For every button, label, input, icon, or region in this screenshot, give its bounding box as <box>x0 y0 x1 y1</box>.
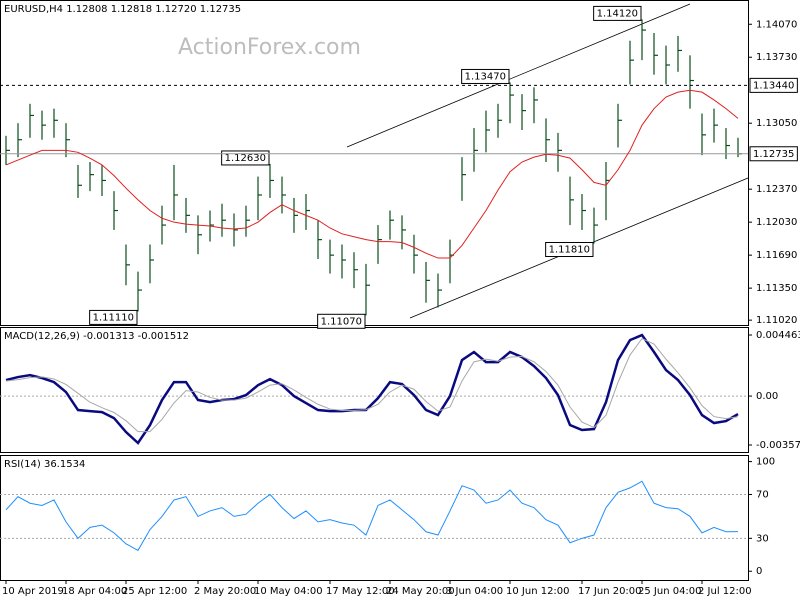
x-tick-label: 25 Apr 12:00 <box>122 586 187 597</box>
y-tick-label: 1.14070 <box>756 19 797 30</box>
price-label: 1.11070 <box>321 316 362 327</box>
level-label-box <box>749 146 798 162</box>
series-line <box>5 89 739 259</box>
price-label-box <box>593 5 642 21</box>
x-tick-label: 2 Jul 12:00 <box>698 586 752 597</box>
pane-title: EURUSD,H4 1.12808 1.12818 1.12720 1.1273… <box>4 4 241 15</box>
y-tick-label: 30 <box>756 533 769 544</box>
y-tick-label: 70 <box>756 489 769 500</box>
price-label: 1.11810 <box>549 245 590 256</box>
y-tick-label: 100 <box>756 457 775 468</box>
x-tick-label: 10 Apr 2019 <box>2 586 64 597</box>
x-tick-label: 25 Jun 04:00 <box>638 586 702 597</box>
y-tick-label: 1.11690 <box>756 250 797 261</box>
y-tick-label: 0.00 <box>756 391 778 402</box>
price-label: 1.11110 <box>93 312 134 323</box>
pane-title: MACD(12,26,9) -0.001313 -0.001512 <box>4 331 189 342</box>
y-tick-label: 1.13050 <box>756 118 797 129</box>
x-tick-label: 3 Jun 04:00 <box>446 586 503 597</box>
x-tick-label: 18 Apr 04:00 <box>62 586 127 597</box>
level-label: 1.12735 <box>753 149 794 160</box>
series-line <box>5 480 739 552</box>
y-tick-label: 0.004463 <box>756 330 800 341</box>
y-tick-label: 1.11350 <box>756 283 797 294</box>
macd-pane <box>0 327 749 453</box>
price-label: 1.14120 <box>597 8 638 19</box>
pane-title: RSI(14) 36.1534 <box>4 459 85 470</box>
x-tick-label: 17 Jun 20:00 <box>578 586 642 597</box>
level-label-box <box>749 77 798 93</box>
price-pane <box>0 0 749 326</box>
x-tick-label: 24 May 20:00 <box>386 586 455 597</box>
x-tick-label: 10 May 04:00 <box>254 586 323 597</box>
x-tick-label: 2 May 20:00 <box>194 586 256 597</box>
x-tick-label: 17 May 12:00 <box>326 586 395 597</box>
x-tick-label: 10 Jun 12:00 <box>506 586 570 597</box>
y-tick-label: 0 <box>756 566 762 577</box>
y-tick-label: 1.11020 <box>756 315 797 326</box>
rsi-pane <box>0 455 749 581</box>
level-label: 1.13440 <box>753 80 794 91</box>
price-label: 1.12630 <box>225 153 266 164</box>
price-label-box <box>545 242 594 258</box>
series-line <box>5 337 739 433</box>
y-tick-label: 1.12030 <box>756 217 797 228</box>
channel-upper <box>346 3 691 148</box>
y-tick-label: -0.003576 <box>756 440 800 451</box>
watermark: ActionForex.com <box>178 35 361 60</box>
price-label-box <box>317 313 366 329</box>
price-label-box <box>89 309 138 325</box>
y-tick-label: 1.13730 <box>756 52 797 63</box>
price-label-box <box>221 150 270 166</box>
series-line <box>5 333 739 445</box>
y-tick-label: 1.12370 <box>756 184 797 195</box>
price-label-box <box>461 68 510 84</box>
price-label: 1.13470 <box>465 71 506 82</box>
